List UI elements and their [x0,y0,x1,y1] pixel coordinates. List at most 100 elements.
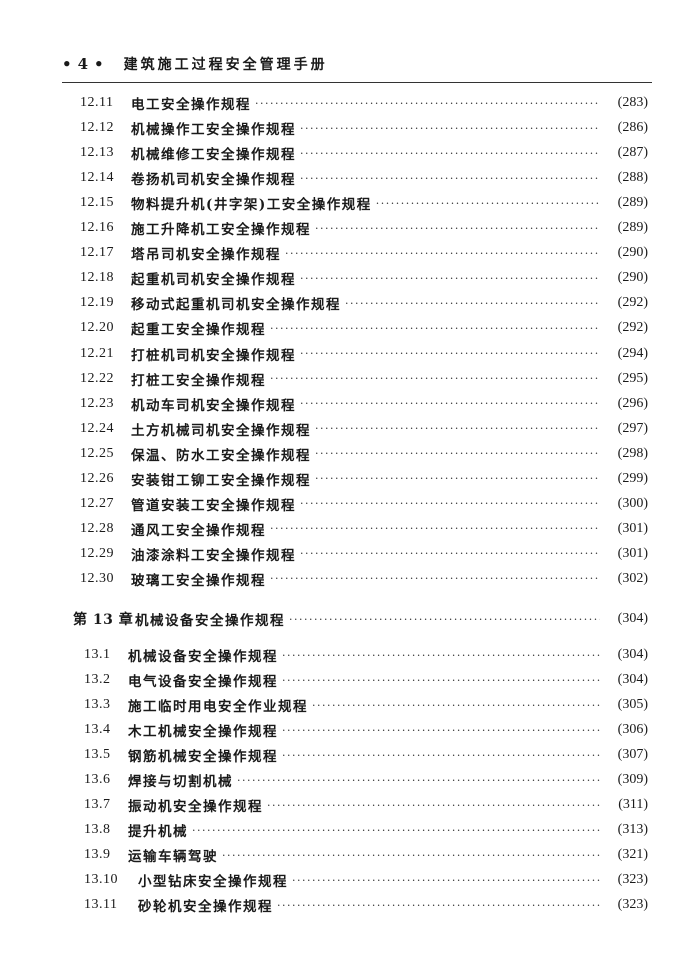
entry-number: 12.21 [80,345,114,361]
entry-page: (307) [617,747,648,762]
toc-entry[interactable]: 12.19 移动式起重机司机安全操作规程 (292) [0,293,700,313]
entry-page: (283) [617,95,648,110]
dot-leader [270,372,600,385]
entry-title: 施工临时用电安全作业规程 [128,699,308,715]
book-title: 建筑施工过程安全管理手册 [123,57,328,73]
entry-number: 12.29 [80,545,114,561]
entry-title: 电工安全操作规程 [131,97,251,113]
dot-leader [255,97,600,110]
toc-entry[interactable]: 13.11 砂轮机安全操作规程 (323) [0,895,700,915]
entry-title: 钢筋机械安全操作规程 [128,749,278,765]
toc-entry[interactable]: 13.2 电气设备安全操作规程 (304) [0,670,700,690]
toc-entry[interactable]: 13.9 运输车辆驾驶 (321) [0,845,700,865]
toc-entry[interactable]: 13.6 焊接与切割机械 (309) [0,770,700,790]
dot-leader [300,147,600,160]
entry-title: 运输车辆驾驶 [128,849,218,865]
dot-leader [267,799,600,812]
toc-entry[interactable]: 12.21 打桩机司机安全操作规程 (294) [0,344,700,364]
entry-page: (313) [617,822,648,837]
entry-title: 起重机司机安全操作规程 [131,272,296,289]
dot-leader [315,422,600,435]
toc-entry[interactable]: 12.28 通风工安全操作规程 (301) [0,519,700,539]
dot-leader [315,472,600,485]
dot-leader [237,774,600,787]
dot-leader [282,674,600,687]
entry-title: 焊接与切割机械 [128,774,233,790]
toc-entry[interactable]: 12.22 打桩工安全操作规程 (295) [0,369,700,389]
entry-page: (292) [617,320,648,336]
entry-title: 物料提升机(井字架)工安全操作规程 [131,197,372,214]
toc-entry[interactable]: 12.11 电工安全操作规程 (283) [0,93,700,113]
entry-page: (300) [617,495,648,511]
entry-number: 12.26 [80,470,114,486]
entry-page: (321) [617,847,648,862]
entry-page: (306) [617,722,648,737]
entry-page: (288) [617,170,648,186]
toc-entry[interactable]: 12.13 机械维修工安全操作规程 (287) [0,143,700,163]
entry-number: 12.16 [80,220,114,236]
dot-leader [282,724,600,737]
dot-leader [292,874,600,887]
toc-entry[interactable]: 13.3 施工临时用电安全作业规程 (305) [0,695,700,715]
toc-entry[interactable]: 12.18 起重机司机安全操作规程 (290) [0,268,700,288]
dot-leader [270,322,600,335]
dot-leader [300,547,600,560]
entry-title: 油漆涂料工安全操作规程 [131,547,296,564]
entry-page: (297) [617,420,648,436]
entry-title: 卷扬机司机安全操作规程 [131,172,296,189]
entry-number: 13.8 [84,822,111,837]
entry-number: 12.28 [80,520,114,536]
entry-title: 振动机安全操作规程 [128,799,263,815]
toc-entry[interactable]: 12.17 塔吊司机安全操作规程 (290) [0,243,700,263]
entry-title: 打桩工安全操作规程 [131,372,266,389]
toc-entry[interactable]: 13.10 小型钻床安全操作规程 (323) [0,870,700,890]
toc-entry[interactable]: 12.26 安装钳工铆工安全操作规程 (299) [0,469,700,489]
entry-number: 12.20 [80,320,114,336]
entry-title: 机械操作工安全操作规程 [131,122,296,139]
toc-entry[interactable]: 12.27 管道安装工安全操作规程 (300) [0,494,700,514]
entry-page: (286) [617,120,648,136]
dot-leader [300,272,600,285]
dot-leader [270,572,600,585]
toc-entry[interactable]: 12.30 玻璃工安全操作规程 (302) [0,569,700,589]
dot-leader [312,699,600,712]
entry-number: 13.4 [84,722,111,737]
entry-number: 12.11 [80,95,114,110]
entry-page: (296) [617,395,648,411]
entry-title: 通风工安全操作规程 [131,522,266,539]
dot-leader [376,197,600,210]
toc-entry[interactable]: 12.23 机动车司机安全操作规程 (296) [0,394,700,414]
toc-entry[interactable]: 12.16 施工升降机工安全操作规程 (289) [0,218,700,238]
dot-leader [315,447,600,460]
toc-entry[interactable]: 13.1 机械设备安全操作规程 (304) [0,645,700,665]
dot-leader [300,397,600,410]
toc-entry[interactable]: 12.24 土方机械司机安全操作规程 (297) [0,419,700,439]
entry-number: 12.18 [80,270,114,286]
toc-entry[interactable]: 12.15 物料提升机(井字架)工安全操作规程 (289) [0,193,700,213]
toc-entry[interactable]: 13.5 钢筋机械安全操作规程 (307) [0,745,700,765]
running-header: •4• 建筑施工过程安全管理手册 [62,54,328,74]
entry-title: 施工升降机工安全操作规程 [131,222,311,239]
toc-entry[interactable]: 12.12 机械操作工安全操作规程 (286) [0,118,700,138]
entry-page: (290) [617,245,648,261]
entry-number: 13.7 [84,797,111,812]
dot-leader [300,172,600,185]
entry-title: 机动车司机安全操作规程 [131,397,296,414]
toc-entry[interactable]: 12.20 起重工安全操作规程 (292) [0,318,700,338]
entry-number: 12.23 [80,395,114,411]
entry-title: 保温、防水工安全操作规程 [131,447,311,464]
entry-title: 塔吊司机安全操作规程 [131,247,281,264]
entry-page: (301) [617,545,648,561]
dot-leader [270,522,600,535]
toc-entry[interactable]: 12.29 油漆涂料工安全操作规程 (301) [0,544,700,564]
toc-entry[interactable]: 13.7 振动机安全操作规程 (311) [0,795,700,815]
toc-entry[interactable]: 12.14 卷扬机司机安全操作规程 (288) [0,168,700,188]
toc-entry[interactable]: 13.8 提升机械 (313) [0,820,700,840]
toc-entry[interactable]: 13.4 木工机械安全操作规程 (306) [0,720,700,740]
dot-leader [300,497,600,510]
entry-page: (287) [617,145,648,161]
toc-entry[interactable]: 12.25 保温、防水工安全操作规程 (298) [0,444,700,464]
entry-number: 12.30 [80,570,114,586]
entry-page: (304) [617,611,648,626]
